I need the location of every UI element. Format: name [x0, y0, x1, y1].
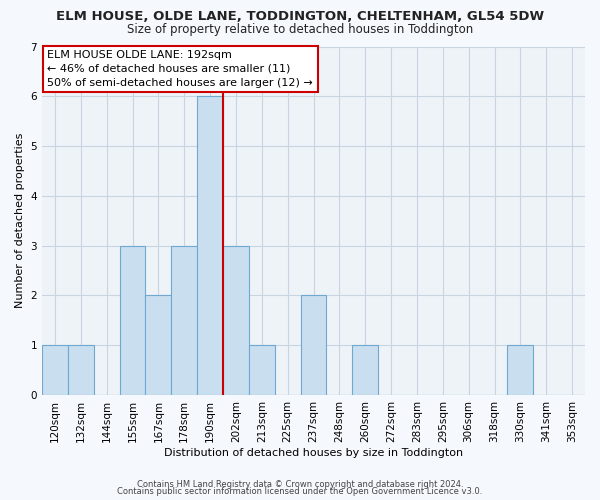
Y-axis label: Number of detached properties: Number of detached properties	[15, 133, 25, 308]
Bar	[301, 296, 326, 395]
Bar	[508, 345, 533, 395]
Bar	[352, 345, 378, 395]
Bar	[68, 345, 94, 395]
Bar	[197, 96, 223, 395]
X-axis label: Distribution of detached houses by size in Toddington: Distribution of detached houses by size …	[164, 448, 463, 458]
Bar	[223, 246, 249, 395]
Text: ELM HOUSE, OLDE LANE, TODDINGTON, CHELTENHAM, GL54 5DW: ELM HOUSE, OLDE LANE, TODDINGTON, CHELTE…	[56, 10, 544, 23]
Bar	[249, 345, 275, 395]
Bar	[172, 246, 197, 395]
Text: ELM HOUSE OLDE LANE: 192sqm
← 46% of detached houses are smaller (11)
50% of sem: ELM HOUSE OLDE LANE: 192sqm ← 46% of det…	[47, 50, 313, 88]
Text: Size of property relative to detached houses in Toddington: Size of property relative to detached ho…	[127, 22, 473, 36]
Text: Contains public sector information licensed under the Open Government Licence v3: Contains public sector information licen…	[118, 487, 482, 496]
Bar	[145, 296, 172, 395]
Text: Contains HM Land Registry data © Crown copyright and database right 2024.: Contains HM Land Registry data © Crown c…	[137, 480, 463, 489]
Bar	[119, 246, 145, 395]
Bar	[42, 345, 68, 395]
